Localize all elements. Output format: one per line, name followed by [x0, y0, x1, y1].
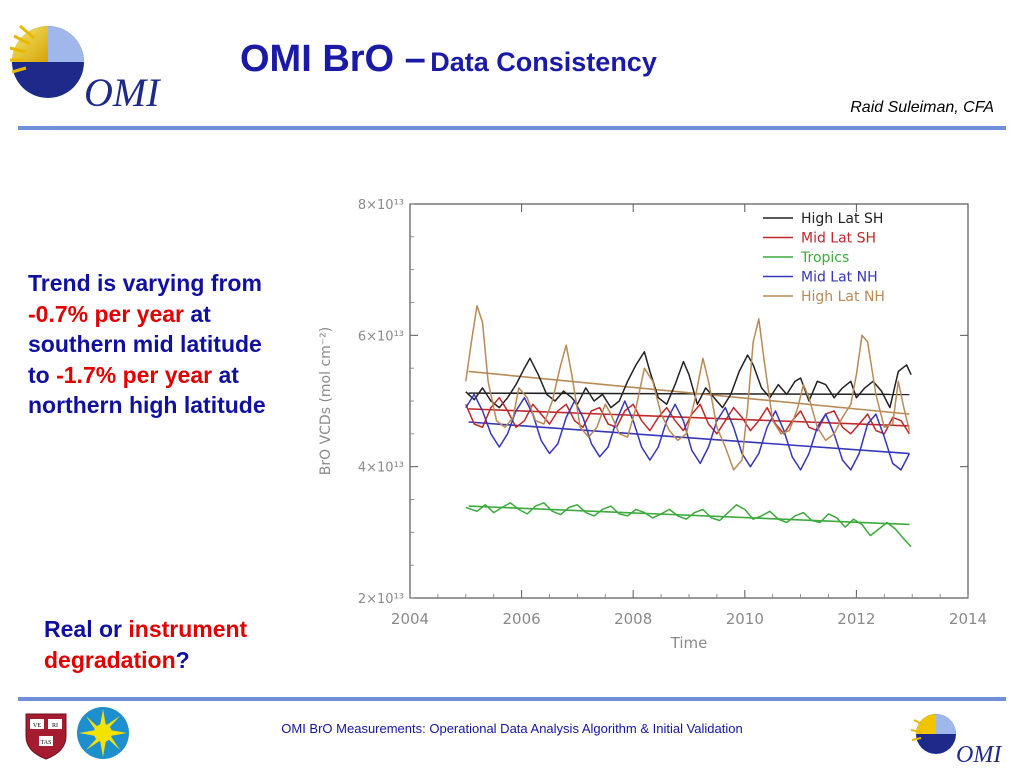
x-tick-label: 2006 [503, 610, 541, 628]
legend-label-0: High Lat SH [801, 211, 883, 227]
footer-divider [18, 697, 1006, 701]
axes: 2004 2006 2008 2010 2012 2014 2×10¹³ 4×10¹³ 6×10… [318, 198, 987, 652]
question-text-1: Real or [44, 616, 129, 642]
y-axis-label: BrO VCDs (mol cm⁻²) [318, 327, 334, 476]
omi-logo: OMI [9, 24, 161, 114]
title-main: OMI BrO – [240, 38, 426, 80]
bro-timeseries-chart: 2004 2006 2008 2010 2012 2014 2×10¹³ 4×10¹³ 6×10… [318, 198, 987, 652]
shield-text-1: VE [33, 723, 41, 729]
page-title: OMI BrO – Data Consistency [240, 38, 657, 81]
question-text-2: ? [175, 646, 190, 673]
series-line-0 [465, 351, 912, 409]
author-credit: Raid Suleiman, CFA [850, 99, 994, 116]
shield-text-3: TAS [41, 740, 52, 746]
x-tick-label: 2012 [837, 610, 875, 628]
x-tick-label: 2004 [391, 610, 429, 628]
omi-logo-small: OMI [910, 714, 1002, 766]
x-tick-label: 2014 [949, 610, 987, 628]
trend-text-3: at northern high latitude [28, 361, 266, 419]
trend-line-2 [468, 505, 910, 526]
legend-label-2: Tropics [800, 250, 849, 266]
trend-rate-northern: -1.7% per year [56, 361, 213, 388]
omi-logo-small-text: OMI [956, 742, 1002, 766]
series-line-4 [465, 305, 911, 471]
plot-frame [409, 203, 969, 599]
y-tick-label: 2×10¹³ [358, 592, 404, 607]
sao-sun-logo [77, 707, 129, 759]
omi-logo-text: OMI [84, 70, 161, 114]
legend: High Lat SH Mid Lat SH Tropics Mid Lat NH Hi… [763, 211, 885, 305]
x-axis-label: Time [670, 634, 708, 652]
x-tick-label: 2008 [614, 610, 652, 628]
trend-line-4 [468, 370, 910, 415]
trend-text-2: at southern mid latitude to [28, 300, 262, 388]
shield-text-2: RI [52, 723, 58, 729]
series-lines [465, 305, 912, 548]
trend-statement: Trend is varying from -0.7% per year at … [28, 268, 288, 421]
trend-rate-southern: -0.7% per year [28, 300, 184, 327]
y-tick-label: 4×10¹³ [358, 461, 404, 476]
title-sub: Data Consistency [430, 47, 657, 77]
trend-line-1 [468, 408, 910, 427]
series-line-3 [465, 393, 911, 471]
question-emphasis: instrument degradation [44, 616, 248, 673]
legend-label-3: Mid Lat NH [801, 270, 878, 286]
trend-text-1: Trend is varying from [28, 270, 262, 296]
footer-caption: OMI BrO Measurements: Operational Data A… [281, 721, 743, 736]
plot-border [409, 203, 969, 599]
y-tick-label: 6×10¹³ [358, 329, 404, 344]
question-statement: Real or instrument degradation? [44, 614, 334, 675]
series-line-1 [465, 396, 911, 435]
legend-label-1: Mid Lat SH [801, 231, 876, 247]
header-divider [18, 126, 1006, 130]
trend-line-0 [468, 392, 910, 396]
series-line-2 [465, 502, 912, 548]
x-tick-label: 2010 [726, 610, 764, 628]
y-tick-label: 8×10¹³ [358, 198, 404, 213]
harvard-shield-logo: VE RI TAS [25, 713, 67, 760]
legend-label-4: High Lat NH [801, 289, 885, 305]
